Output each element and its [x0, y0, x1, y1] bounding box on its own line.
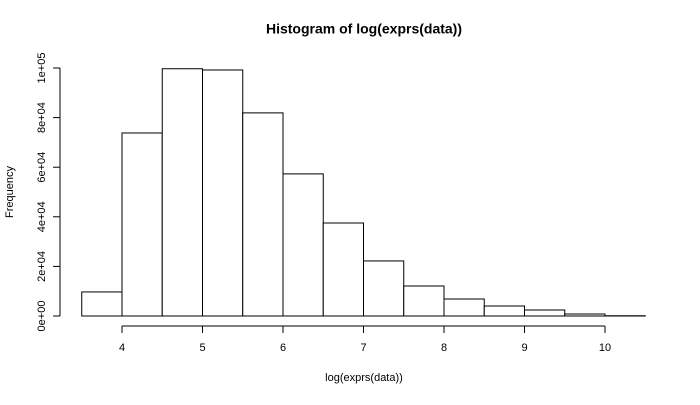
y-tick-label: 1e+05 [36, 53, 48, 84]
bar [525, 310, 565, 316]
bar [364, 261, 404, 316]
bar [484, 306, 524, 316]
y-tick-label: 6e+04 [36, 152, 48, 183]
bar [404, 286, 444, 316]
bar [565, 314, 605, 316]
y-tick-label: 0e+00 [36, 301, 48, 332]
bar [82, 292, 122, 316]
x-tick-label: 8 [441, 342, 447, 354]
y-axis-label: Frequency [4, 166, 16, 218]
bar [444, 299, 484, 316]
x-axis-label: log(exprs(data)) [325, 372, 403, 384]
chart-title: Histogram of log(exprs(data)) [266, 21, 462, 37]
bar [162, 69, 202, 316]
x-tick-label: 5 [199, 342, 205, 354]
y-tick-label: 4e+04 [36, 201, 48, 232]
y-tick-label: 8e+04 [36, 102, 48, 133]
x-tick-label: 9 [521, 342, 527, 354]
y-tick-label: 2e+04 [36, 251, 48, 282]
bar [323, 223, 363, 316]
bar [122, 133, 162, 316]
bar [243, 113, 283, 316]
x-tick-label: 7 [360, 342, 366, 354]
bar [203, 70, 243, 316]
bar [283, 174, 323, 316]
x-tick-label: 4 [119, 342, 125, 354]
x-tick-label: 10 [599, 342, 611, 354]
x-tick-label: 6 [280, 342, 286, 354]
